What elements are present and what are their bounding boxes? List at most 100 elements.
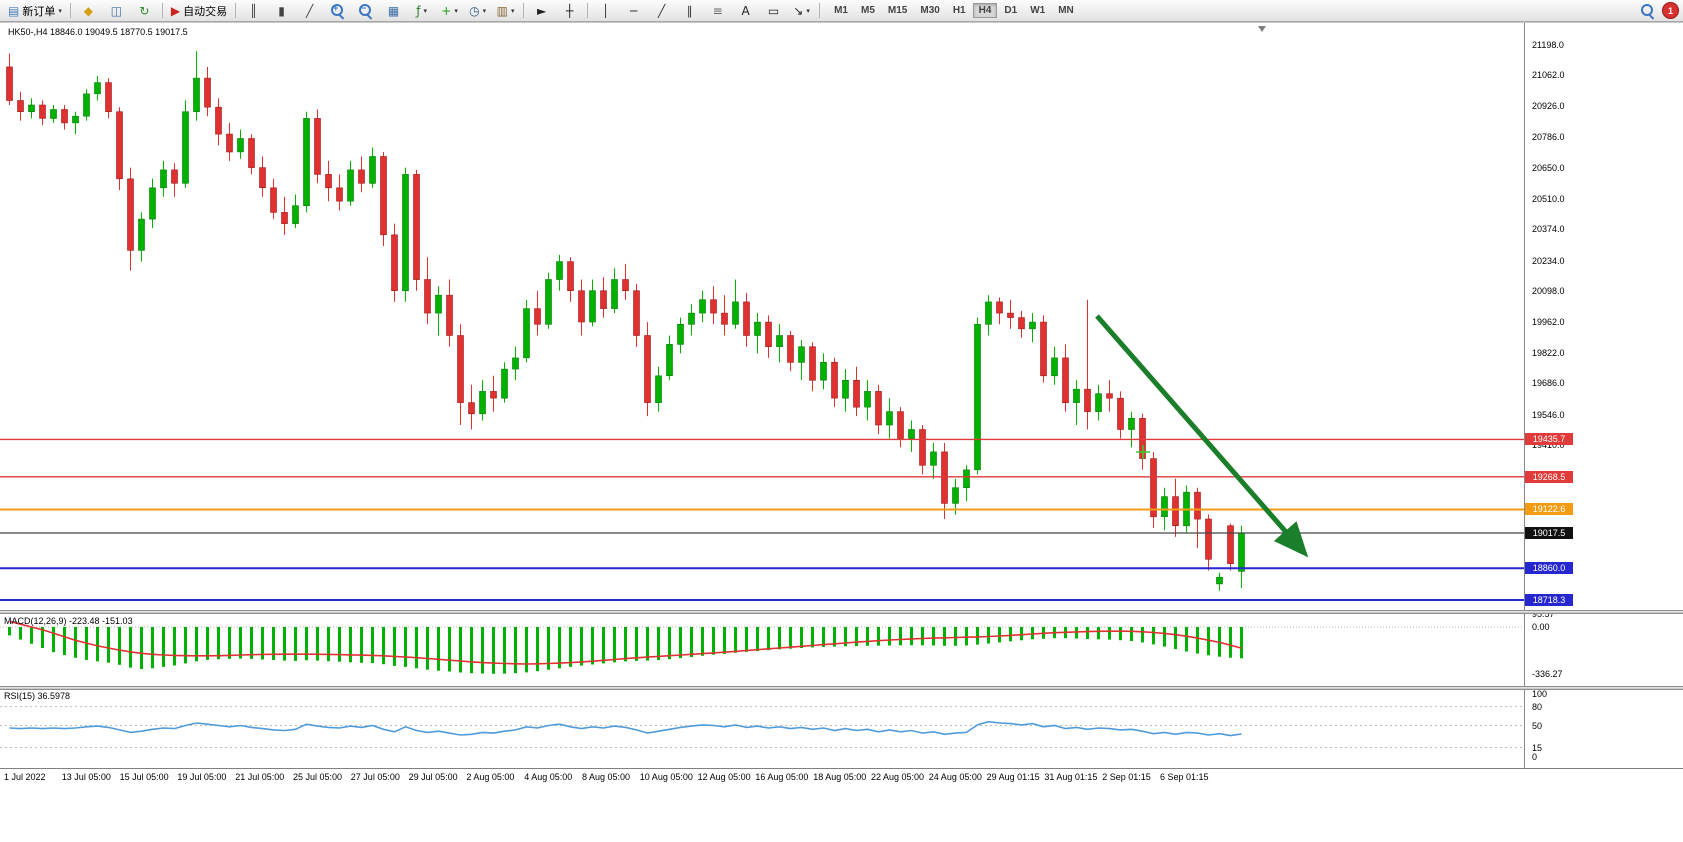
price-tick: 20926.0 — [1532, 100, 1565, 111]
price-badge-19268.5: 19268.5 — [1525, 470, 1573, 483]
arrow-tool-icon: ↘ — [793, 3, 804, 18]
candlestick-series — [6, 51, 1245, 591]
zoom-out-icon: − — [358, 3, 373, 18]
price-tick: 20510.0 — [1532, 193, 1565, 204]
timeframe-h4[interactable]: H4 — [972, 3, 998, 18]
arrows-tool-button[interactable]: ↘ ▾ — [788, 0, 815, 21]
panel-separator-rsi[interactable] — [0, 686, 1683, 690]
time-tick: 15 Jul 05:00 — [119, 772, 169, 782]
zoom-in-button[interactable]: + — [324, 0, 351, 21]
search-button[interactable] — [1634, 0, 1661, 21]
refresh-button[interactable]: ↻ — [131, 0, 158, 21]
chevron-down-icon: ▾ — [511, 7, 515, 15]
tile-windows-icon: ▦ — [387, 3, 400, 18]
template-icon: ▥ — [496, 3, 508, 18]
chart-top-border — [0, 22, 1683, 23]
horizontal-line-tool-button[interactable]: ─ — [620, 0, 647, 21]
price-badge-19017.5: 19017.5 — [1525, 526, 1573, 539]
time-tick: 19 Jul 05:00 — [177, 772, 227, 782]
symbol-ohlc-label: HK50-,H4 18846.0 19049.5 18770.5 19017.5 — [8, 27, 188, 37]
toolbar-separator — [819, 3, 821, 18]
chevron-down-icon: ▾ — [58, 7, 62, 15]
time-tick: 4 Aug 05:00 — [524, 772, 573, 782]
timeframe-w1[interactable]: W1 — [1030, 5, 1046, 16]
horizontal-line-icon: ─ — [629, 3, 638, 18]
indicator-fx-icon: ƒ — [416, 3, 421, 18]
rsi-tick: 0 — [1532, 752, 1538, 762]
price-tick: 20234.0 — [1532, 255, 1565, 266]
clock-icon: ◷ — [469, 3, 480, 18]
bar-chart-type-button[interactable]: ║ — [240, 0, 267, 21]
time-tick: 24 Aug 05:00 — [928, 772, 982, 782]
panel-separator-macd[interactable] — [0, 610, 1683, 614]
timeframe-d1[interactable]: D1 — [1004, 5, 1018, 16]
price-badge-19435.7: 19435.7 — [1525, 433, 1573, 446]
time-tick: 25 Jul 05:00 — [293, 772, 343, 782]
chevron-down-icon: ▾ — [423, 7, 427, 15]
macd-tick: 0.00 — [1532, 622, 1550, 632]
fibonacci-tool-button[interactable]: ≡ — [704, 0, 731, 21]
time-tick: 1 Jul 2022 — [4, 772, 46, 782]
autotrade-button[interactable]: ▶ 自动交易 — [167, 0, 231, 21]
charts-button[interactable]: ◆ — [75, 0, 102, 21]
price-tick: 19822.0 — [1532, 347, 1565, 358]
add-indicator-button[interactable]: + ▾ — [436, 0, 463, 21]
timeframe-m1[interactable]: M1 — [834, 5, 848, 16]
indicators-button[interactable]: ƒ ▾ — [408, 0, 435, 21]
line-chart-type-button[interactable]: ╱ — [296, 0, 323, 21]
channel-tool-button[interactable]: ∥ — [676, 0, 703, 21]
time-tick: 8 Aug 05:00 — [582, 772, 631, 782]
periods-button[interactable]: ◷ ▾ — [464, 0, 491, 21]
time-tick: 12 Aug 05:00 — [697, 772, 751, 782]
rsi-tick: 15 — [1532, 742, 1543, 753]
chart-shift-marker[interactable] — [1258, 26, 1266, 32]
new-order-button[interactable]: ▤ 新订单 ▾ — [4, 0, 66, 21]
toolbar-separator — [69, 3, 71, 18]
time-tick: 16 Aug 05:00 — [755, 772, 809, 782]
time-axis[interactable]: 1 Jul 2022 13 Jul 05:00 15 Jul 05:00 19 Jul… — [0, 770, 1683, 786]
price-badge-18718.3: 18718.3 — [1525, 593, 1573, 606]
timeframe-m5[interactable]: M5 — [861, 5, 875, 16]
chart-window-icon: ◆ — [83, 3, 93, 18]
timeframe-m15[interactable]: M15 — [887, 5, 908, 16]
text-tool-button[interactable]: A — [732, 0, 759, 21]
price-tick: 20098.0 — [1532, 286, 1565, 297]
toolbar-separator — [235, 3, 237, 18]
cursor-tool-button[interactable]: ► — [528, 0, 555, 21]
new-order-icon: ▤ — [8, 3, 20, 18]
crosshair-tool-button[interactable]: ┼ — [556, 0, 583, 21]
cursor-icon: ► — [536, 3, 547, 18]
timeframe-mn[interactable]: MN — [1058, 5, 1074, 16]
tile-windows-button[interactable]: ▦ — [380, 0, 407, 21]
vertical-line-tool-button[interactable]: │ — [592, 0, 619, 21]
time-axis-border — [0, 768, 1683, 769]
profiles-button[interactable]: ◫ — [103, 0, 130, 21]
templates-button[interactable]: ▥ ▾ — [492, 0, 519, 21]
time-tick: 18 Aug 05:00 — [813, 772, 867, 782]
notification-badge[interactable]: 1 — [1662, 2, 1679, 19]
chevron-down-icon: ▾ — [806, 7, 810, 15]
candlestick-icon: ▮ — [278, 3, 285, 18]
price-tick: 20650.0 — [1532, 162, 1565, 173]
trend-arrow-annotation[interactable] — [1095, 314, 1309, 558]
time-tick: 13 Jul 05:00 — [61, 772, 111, 782]
search-icon — [1640, 3, 1655, 18]
rsi-tick: 80 — [1532, 701, 1543, 712]
rsi-label: RSI(15) 36.5978 — [4, 691, 71, 701]
chevron-down-icon: ▾ — [482, 7, 487, 15]
time-tick: 2 Aug 05:00 — [466, 772, 515, 782]
zoom-out-button[interactable]: − — [352, 0, 379, 21]
price-axis[interactable]: 21198.0 21062.0 20926.0 20786.0 20650.0 20510… — [1524, 0, 1683, 842]
macd-tick: -336.27 — [1532, 669, 1563, 680]
trendline-tool-button[interactable]: ╱ — [648, 0, 675, 21]
autotrade-button-label: 自动交易 — [183, 5, 228, 18]
time-tick: 31 Aug 01:15 — [1044, 772, 1098, 782]
timeframe-h1[interactable]: H1 — [952, 5, 966, 16]
label-tool-button[interactable]: ▭ — [760, 0, 787, 21]
price-tick: 19962.0 — [1532, 316, 1565, 327]
timeframe-m30[interactable]: M30 — [920, 5, 940, 16]
time-tick: 22 Aug 05:00 — [871, 772, 925, 782]
channel-icon: ∥ — [686, 3, 693, 18]
candle-chart-type-button[interactable]: ▮ — [268, 0, 295, 21]
